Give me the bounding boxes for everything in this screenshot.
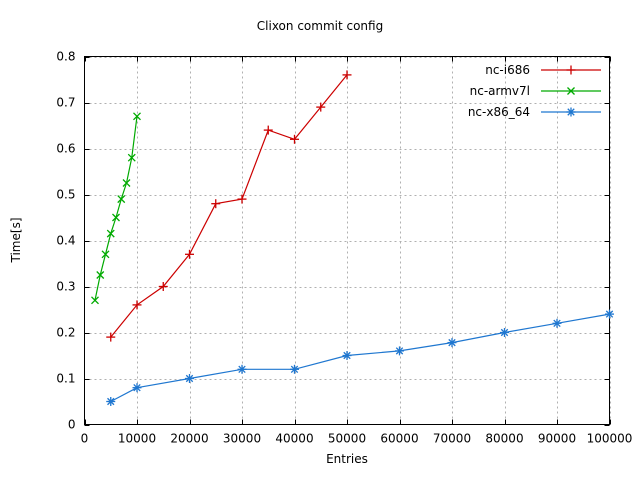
x-axis-label: Entries	[326, 452, 368, 466]
x-tick-label: 0	[81, 432, 89, 446]
legend-label-nc-x86_64: nc-x86_64	[468, 105, 530, 119]
series-nc-i686	[106, 70, 352, 342]
x-tick-label: 90000	[538, 432, 576, 446]
grid-lines	[84, 56, 611, 425]
x-tick-label: 40000	[275, 432, 313, 446]
x-tick-label: 30000	[223, 432, 261, 446]
series-markers-nc-x86_64	[106, 309, 614, 406]
y-tick-label: 0.6	[56, 142, 75, 156]
x-tick-label: 20000	[170, 432, 208, 446]
y-tick-label: 0.8	[56, 50, 75, 64]
x-tick-label: 80000	[485, 432, 523, 446]
series-nc-armv7l	[91, 112, 141, 305]
series-nc-x86_64	[106, 309, 614, 406]
y-tick-label: 0.7	[56, 96, 75, 110]
series-markers-nc-i686	[106, 70, 352, 342]
legend-marker-nc-x86_64	[566, 107, 576, 117]
legend-label-nc-i686: nc-i686	[485, 63, 530, 77]
y-tick-label: 0.4	[56, 234, 75, 248]
x-axis-tick-labels: 0 10000 20000 30000 40000 50000 60000 70000 8000…	[81, 432, 633, 446]
legend-label-nc-armv7l: nc-armv7l	[470, 84, 530, 98]
y-axis-label: Time[s]	[9, 218, 23, 264]
y-tick-label: 0.1	[56, 372, 75, 386]
series-line-nc-i686	[110, 74, 348, 338]
y-tick-label: 0.5	[56, 188, 75, 202]
y-tick-label: 0	[68, 418, 76, 432]
x-tick-label: 50000	[328, 432, 366, 446]
x-tick-label: 70000	[433, 432, 471, 446]
chart-title: Clixon commit config	[257, 19, 383, 33]
legend-marker-nc-i686	[566, 65, 576, 75]
chart-legend: nc-i686 nc-armv7l nc-x86_64	[468, 63, 601, 119]
y-axis-tick-labels: 0 0.1 0.2 0.3 0.4 0.5 0.6 0.7 0.8	[56, 50, 75, 432]
y-tick-label: 0.2	[56, 326, 75, 340]
y-tick-label: 0.3	[56, 280, 75, 294]
x-tick-label: 10000	[118, 432, 156, 446]
x-tick-label: 100000	[587, 432, 633, 446]
axis-ticks	[84, 56, 611, 426]
series-markers-nc-armv7l	[91, 112, 141, 305]
data-series-layer	[91, 70, 614, 406]
x-tick-label: 60000	[380, 432, 418, 446]
legend-marker-nc-armv7l	[567, 87, 575, 95]
